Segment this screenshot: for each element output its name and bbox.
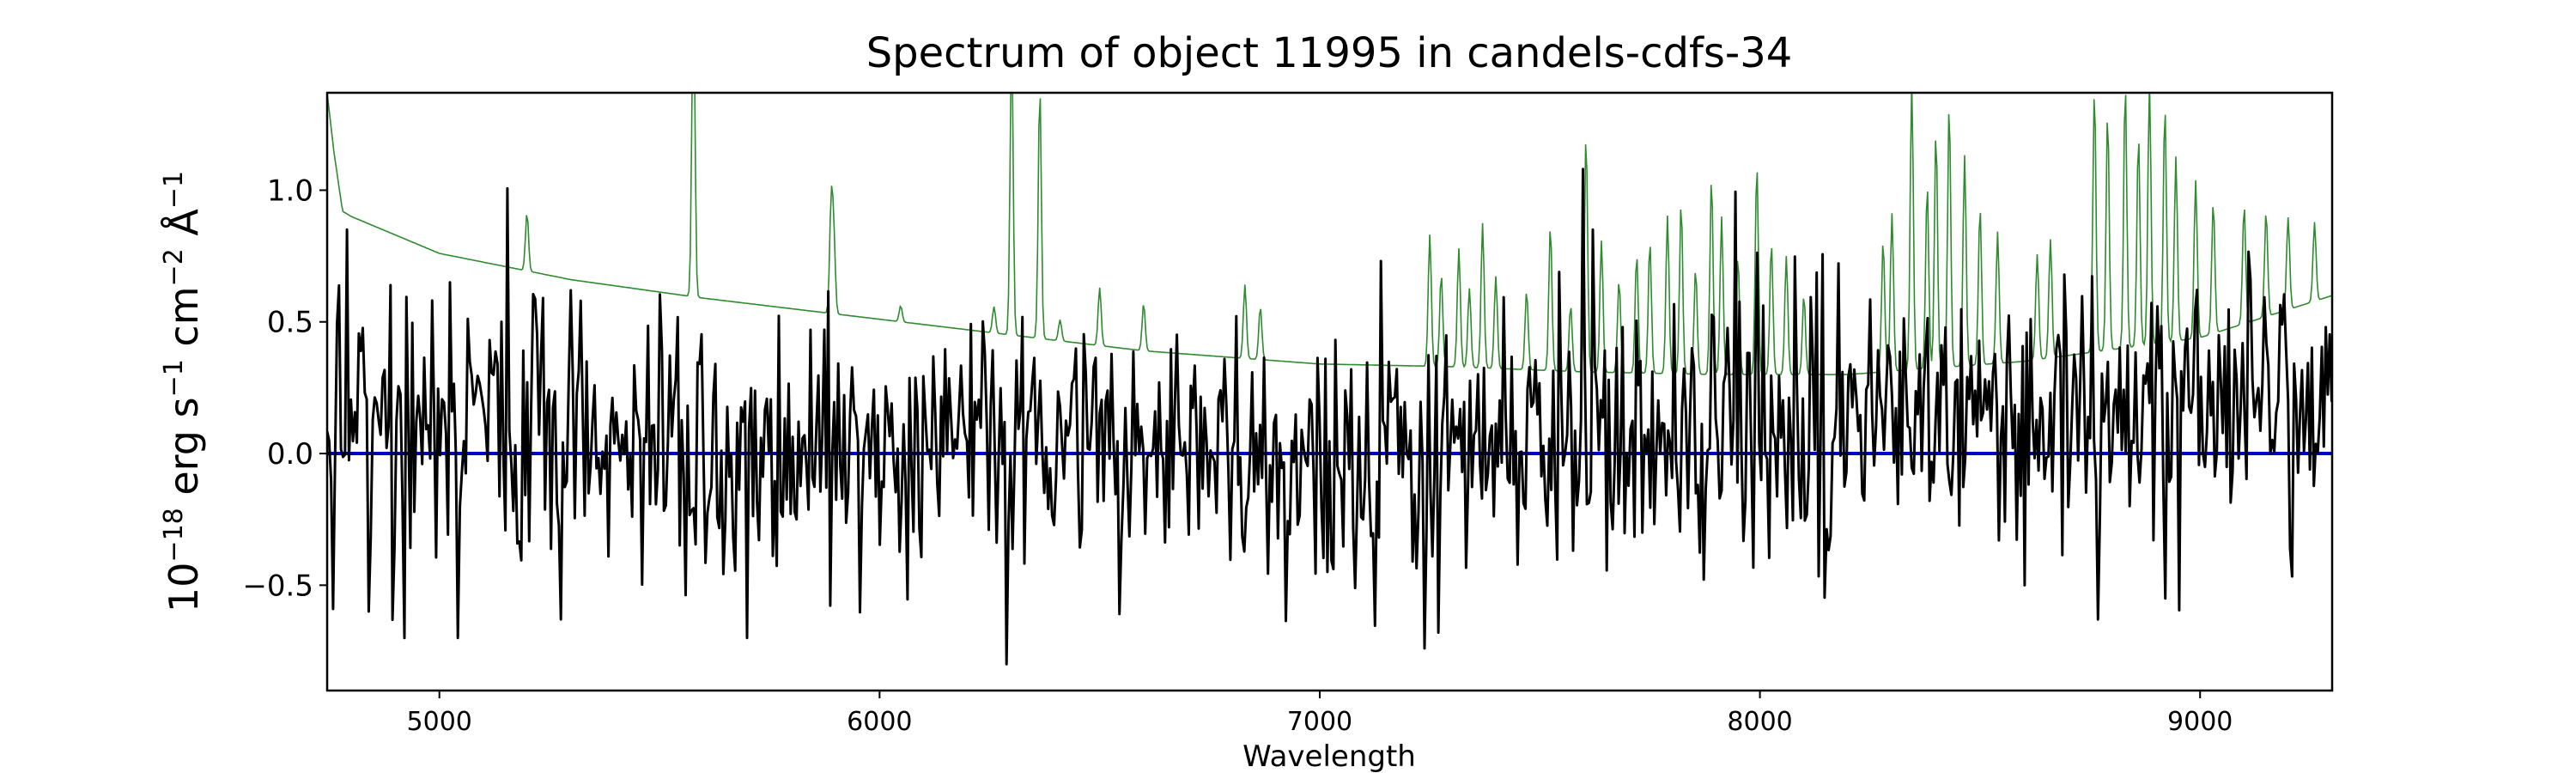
y-tick-label: 1.0: [267, 173, 313, 208]
y-tick-label: 0.5: [267, 306, 313, 340]
series-layer: [327, 93, 2332, 666]
y-label-exp-angstrom: −1: [159, 171, 189, 209]
x-tick-label: 8000: [1727, 707, 1792, 737]
error-spectrum-line: [327, 93, 2332, 375]
flux-spectrum-line: [327, 167, 2332, 666]
y-tick-label: −0.5: [242, 569, 313, 603]
y-label-exp-s: −1: [159, 359, 189, 397]
x-axis-ticks: 5000 6000 7000 8000 9000: [407, 691, 2233, 737]
x-tick-label: 7000: [1287, 707, 1352, 737]
x-tick-label: 5000: [407, 707, 472, 737]
y-label-angstrom: Å: [161, 209, 207, 249]
chart-title: Spectrum of object 11995 in candels-cdfs…: [866, 29, 1793, 77]
y-label-base: 10: [161, 563, 207, 613]
x-tick-label: 6000: [847, 707, 912, 737]
y-label-erg: erg s: [161, 397, 207, 508]
y-label-exp-base: −18: [159, 508, 189, 562]
y-axis-label: 10−18 erg s−1 cm−2 Å−1: [159, 171, 207, 612]
y-tick-label: 0.0: [267, 437, 313, 472]
y-label-exp-cm: −2: [159, 248, 189, 286]
x-tick-label: 9000: [2167, 707, 2233, 737]
plot-frame: [325, 91, 2334, 692]
x-axis-label: Wavelength: [1242, 740, 1416, 773]
y-label-cm: cm: [161, 286, 207, 359]
y-axis-ticks: −0.5 0.0 0.5 1.0: [242, 173, 327, 603]
